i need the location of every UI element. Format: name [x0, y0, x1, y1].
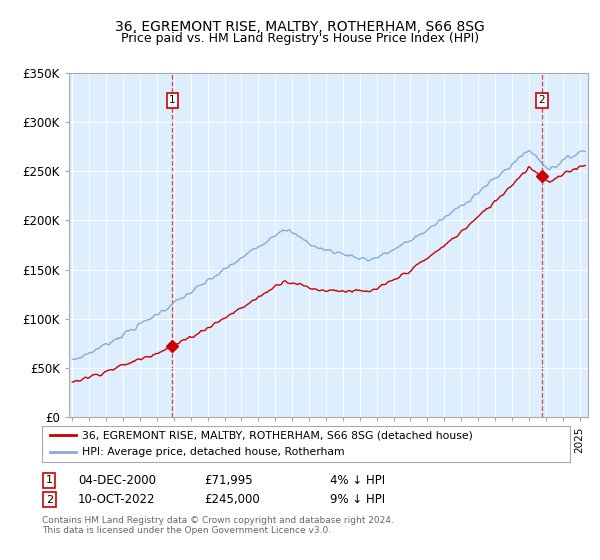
Text: 2: 2 — [539, 95, 545, 105]
Text: 04-DEC-2000: 04-DEC-2000 — [78, 474, 156, 487]
Text: 10-OCT-2022: 10-OCT-2022 — [78, 493, 155, 506]
Text: 9% ↓ HPI: 9% ↓ HPI — [330, 493, 385, 506]
Text: Contains HM Land Registry data © Crown copyright and database right 2024.: Contains HM Land Registry data © Crown c… — [42, 516, 394, 525]
Text: 36, EGREMONT RISE, MALTBY, ROTHERHAM, S66 8SG: 36, EGREMONT RISE, MALTBY, ROTHERHAM, S6… — [115, 20, 485, 34]
Text: This data is licensed under the Open Government Licence v3.0.: This data is licensed under the Open Gov… — [42, 526, 331, 535]
Text: 2: 2 — [46, 494, 53, 505]
Text: £71,995: £71,995 — [204, 474, 253, 487]
Text: Price paid vs. HM Land Registry's House Price Index (HPI): Price paid vs. HM Land Registry's House … — [121, 32, 479, 45]
Text: 4% ↓ HPI: 4% ↓ HPI — [330, 474, 385, 487]
Text: 36, EGREMONT RISE, MALTBY, ROTHERHAM, S66 8SG (detached house): 36, EGREMONT RISE, MALTBY, ROTHERHAM, S6… — [82, 431, 472, 440]
Text: 1: 1 — [46, 475, 53, 486]
Text: HPI: Average price, detached house, Rotherham: HPI: Average price, detached house, Roth… — [82, 447, 344, 457]
Text: £245,000: £245,000 — [204, 493, 260, 506]
Text: 1: 1 — [169, 95, 176, 105]
